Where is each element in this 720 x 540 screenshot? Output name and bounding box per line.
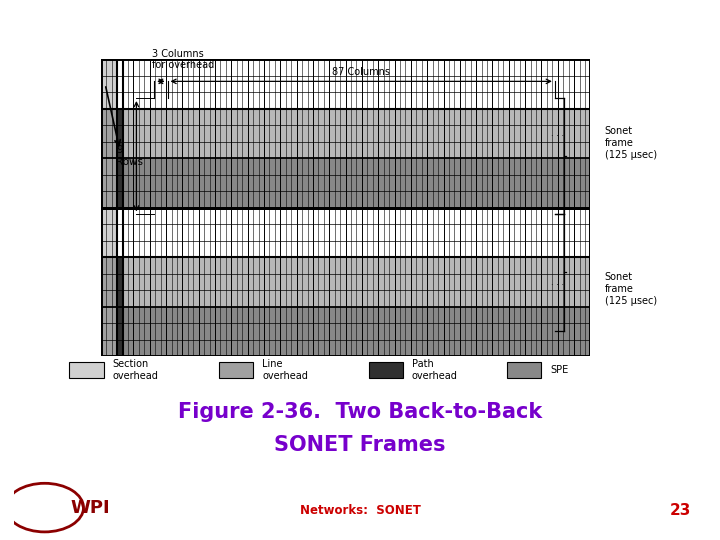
Text: Figure 2-36.  Two Back-to-Back: Figure 2-36. Two Back-to-Back [178, 402, 542, 422]
Bar [117, 258, 122, 356]
Text: WPI: WPI [71, 498, 110, 517]
Text: 3 Columns: 3 Columns [152, 49, 204, 59]
Bar [69, 362, 104, 378]
Bar [101, 208, 590, 356]
Bar [369, 362, 403, 378]
Text: Networks:  SONET: Networks: SONET [300, 504, 420, 517]
Bar [101, 59, 590, 208]
Text: Line
overhead: Line overhead [262, 359, 308, 381]
Text: 87 Columns: 87 Columns [332, 68, 390, 77]
Bar [117, 109, 122, 208]
Bar [507, 362, 541, 378]
Bar [101, 109, 117, 208]
Bar [101, 258, 117, 356]
Text: SONET Frames: SONET Frames [274, 435, 446, 455]
Bar [101, 208, 117, 258]
Text: 9
Rows: 9 Rows [117, 145, 143, 167]
Bar [122, 258, 590, 307]
Text: Sonet
frame
(125 μsec): Sonet frame (125 μsec) [605, 126, 657, 160]
Text: Section
overhead: Section overhead [112, 359, 158, 381]
Bar [219, 362, 253, 378]
Text: Sonet
frame
(125 μsec): Sonet frame (125 μsec) [605, 272, 657, 306]
Bar [122, 158, 590, 208]
Text: . . .: . . . [552, 129, 564, 138]
Text: SPE: SPE [550, 365, 568, 375]
Text: . . .: . . . [552, 278, 564, 287]
Bar [122, 307, 590, 356]
Bar [122, 109, 590, 158]
Bar [101, 59, 117, 109]
Text: for overhead: for overhead [152, 60, 215, 70]
Text: Path
overhead: Path overhead [412, 359, 458, 381]
Text: 23: 23 [670, 503, 691, 518]
